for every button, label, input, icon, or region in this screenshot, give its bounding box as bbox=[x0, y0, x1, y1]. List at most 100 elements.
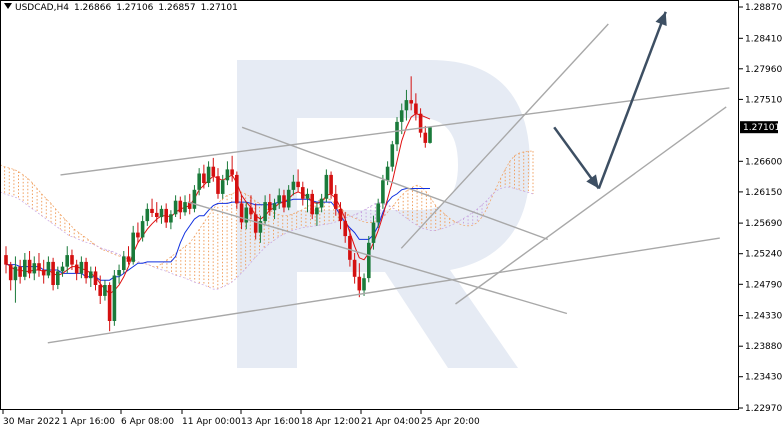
candle bbox=[315, 202, 319, 226]
forecast-up-arrow-line bbox=[597, 11, 667, 189]
y-tick-label: 1.24330 bbox=[745, 312, 782, 322]
candle bbox=[357, 263, 362, 298]
falling-channel-top-line bbox=[241, 126, 549, 241]
candle bbox=[362, 273, 366, 296]
candle bbox=[418, 108, 423, 138]
candle bbox=[367, 236, 371, 283]
candle bbox=[107, 282, 112, 332]
candle bbox=[390, 140, 395, 172]
candle bbox=[131, 225, 135, 265]
candle bbox=[216, 168, 220, 199]
high-value: 1.27106 bbox=[116, 3, 154, 13]
candle bbox=[239, 195, 244, 230]
candle bbox=[51, 257, 55, 291]
y-tick-label: 1.25240 bbox=[745, 250, 782, 260]
candle bbox=[268, 193, 272, 216]
candle bbox=[197, 168, 201, 196]
x-tick-label: 6 Apr 08:00 bbox=[121, 417, 174, 427]
candle bbox=[13, 256, 18, 303]
y-tick-label: 1.28410 bbox=[745, 34, 782, 44]
candle bbox=[305, 188, 310, 213]
candle bbox=[4, 246, 8, 274]
dropdown-triangle-icon[interactable] bbox=[4, 3, 12, 9]
candle bbox=[338, 202, 343, 230]
x-tick-label: 30 Mar 2022 bbox=[3, 417, 60, 427]
candle bbox=[112, 270, 117, 326]
candle bbox=[126, 246, 131, 265]
candle bbox=[37, 253, 41, 277]
low-value: 1.26857 bbox=[158, 3, 196, 13]
candle bbox=[159, 205, 164, 224]
candle bbox=[155, 202, 159, 223]
close-value: 1.27101 bbox=[200, 3, 238, 13]
candle bbox=[202, 164, 206, 189]
candle bbox=[291, 174, 296, 196]
candle bbox=[263, 195, 267, 224]
candle bbox=[428, 126, 432, 144]
forecast-up-arrowhead-icon bbox=[655, 11, 667, 26]
candle bbox=[329, 171, 333, 199]
y-tick-label: 1.22970 bbox=[745, 404, 782, 414]
candle bbox=[282, 189, 286, 213]
candle bbox=[60, 261, 65, 277]
candle bbox=[409, 76, 413, 111]
candle bbox=[324, 169, 329, 203]
current-price-badge bbox=[740, 121, 778, 134]
candle bbox=[32, 256, 37, 281]
candle bbox=[348, 229, 352, 267]
candle bbox=[286, 185, 291, 211]
candle bbox=[235, 171, 239, 209]
candle bbox=[18, 259, 22, 284]
x-tick-label: 21 Apr 04:00 bbox=[361, 417, 420, 427]
symbol-label: USDCAD,H4 bbox=[15, 3, 69, 13]
candle bbox=[89, 266, 93, 287]
candle bbox=[27, 251, 32, 279]
candle bbox=[103, 280, 107, 301]
candle bbox=[249, 195, 253, 220]
candle bbox=[220, 174, 225, 199]
candle bbox=[46, 256, 51, 279]
candle bbox=[206, 161, 211, 188]
candle bbox=[310, 189, 314, 220]
upper-channel-top-line bbox=[60, 87, 730, 176]
y-tick-label: 1.28870 bbox=[745, 3, 782, 13]
candle bbox=[230, 155, 234, 182]
candle bbox=[41, 259, 46, 284]
candle bbox=[56, 266, 60, 290]
y-tick-label: 1.26600 bbox=[745, 157, 782, 167]
y-tick-label: 1.25690 bbox=[745, 219, 782, 229]
candle bbox=[8, 261, 13, 291]
candle bbox=[98, 275, 102, 304]
candle bbox=[117, 264, 121, 284]
candle bbox=[319, 193, 324, 213]
candle bbox=[423, 125, 428, 148]
candle bbox=[343, 212, 347, 243]
plot-frame bbox=[0, 0, 739, 410]
candle bbox=[122, 251, 126, 274]
candle bbox=[414, 93, 418, 121]
candle bbox=[404, 89, 409, 121]
candle bbox=[187, 193, 192, 215]
falling-channel-bottom-line bbox=[187, 201, 568, 315]
rising-channel-top-line bbox=[400, 23, 609, 249]
candle bbox=[301, 181, 305, 206]
senkou-span-a bbox=[0, 150, 533, 267]
candle bbox=[258, 215, 263, 243]
candle bbox=[277, 188, 281, 209]
candle bbox=[296, 169, 300, 192]
x-tick-label: 25 Apr 20:00 bbox=[421, 417, 480, 427]
candle bbox=[23, 253, 27, 281]
candle bbox=[173, 195, 178, 217]
y-tick-label: 1.23430 bbox=[745, 373, 782, 383]
candle bbox=[74, 259, 79, 281]
y-tick-label: 1.26150 bbox=[745, 188, 782, 198]
candle bbox=[93, 266, 98, 291]
candle bbox=[272, 198, 277, 220]
candle bbox=[211, 157, 216, 182]
candle bbox=[399, 103, 404, 135]
candle bbox=[395, 117, 399, 152]
candle bbox=[376, 198, 380, 228]
candle bbox=[79, 256, 84, 279]
